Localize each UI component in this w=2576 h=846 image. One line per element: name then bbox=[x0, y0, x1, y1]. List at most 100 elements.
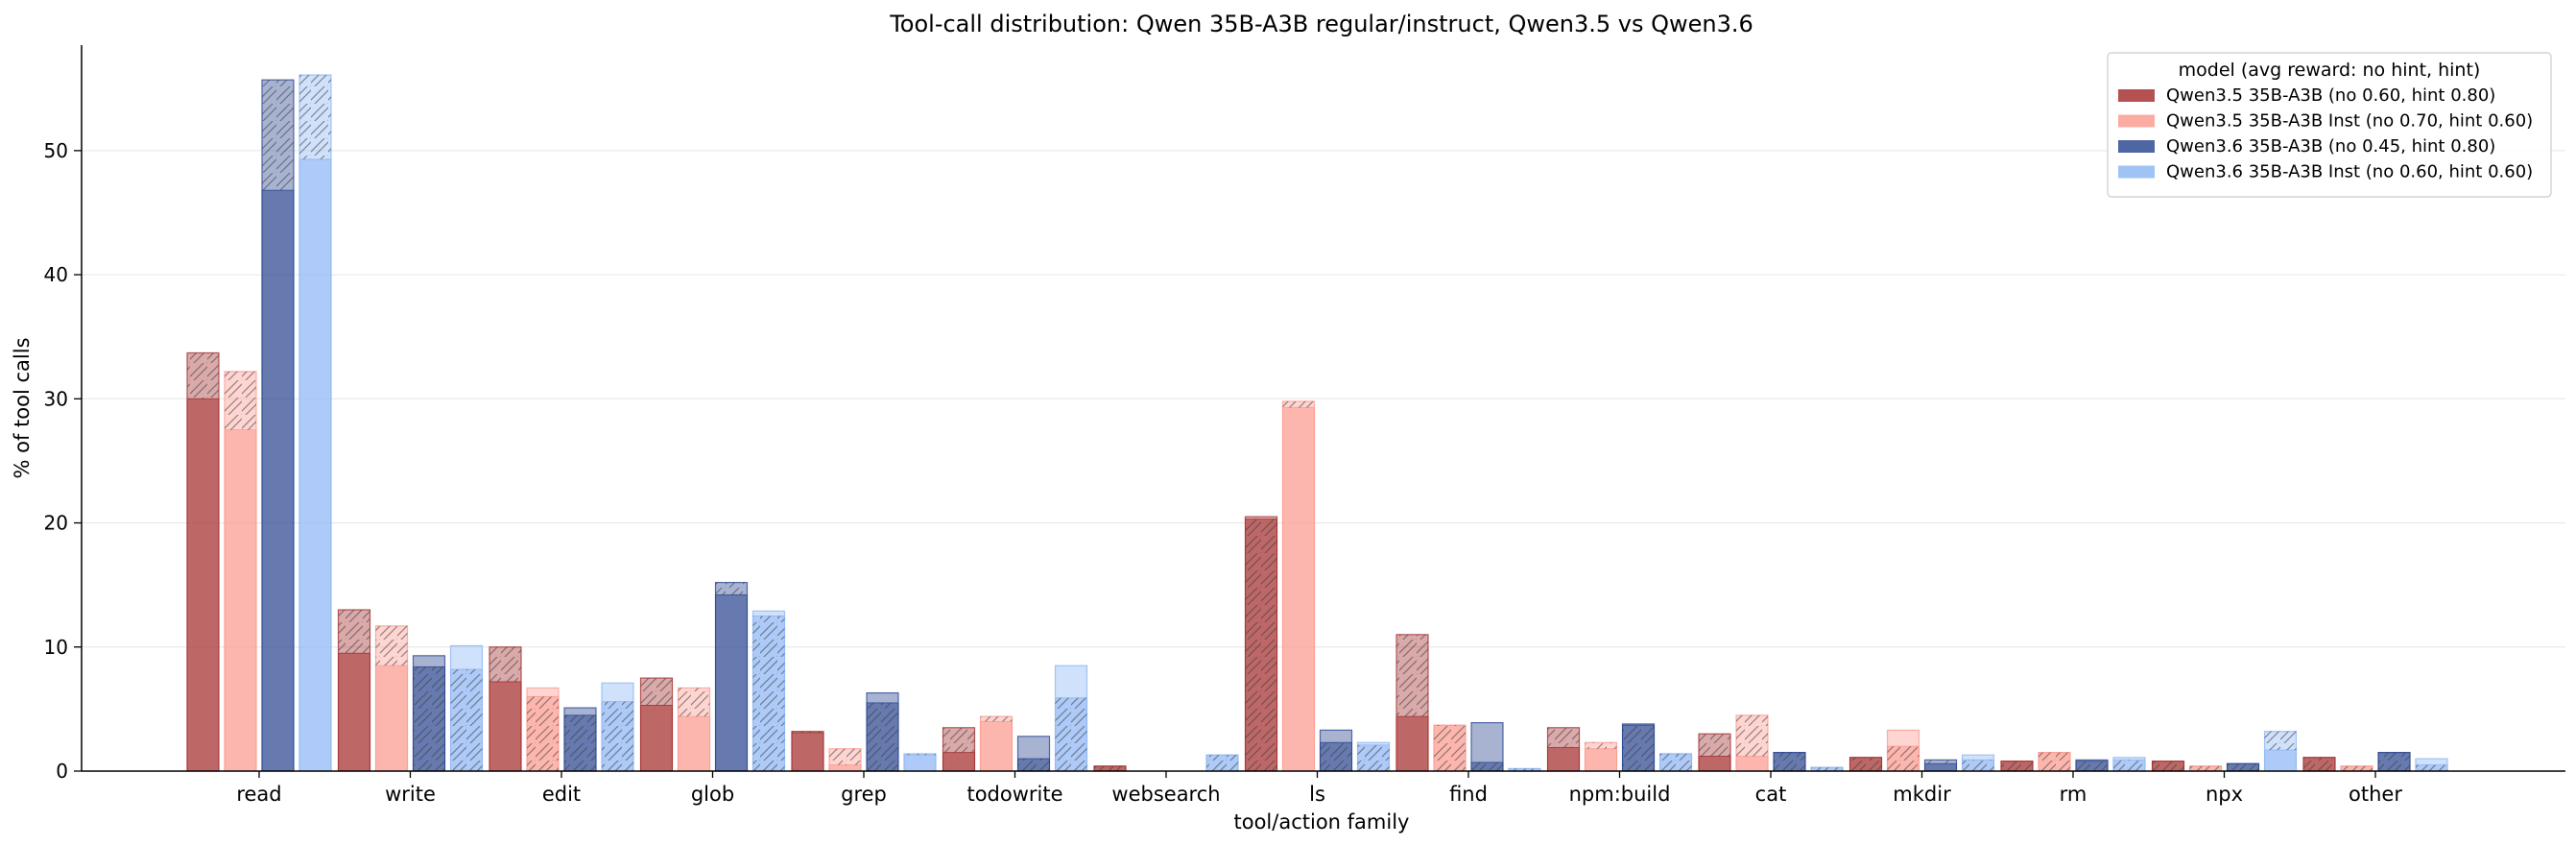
bar-rm-series-1-hatch bbox=[2039, 752, 2070, 771]
bar-grep-series-3-inner bbox=[903, 754, 937, 772]
bar-read-series-3-hatch bbox=[299, 75, 331, 159]
x-tick-label: npx bbox=[2206, 783, 2243, 806]
y-tick-labels: 0 10 20 30 40 50 bbox=[44, 139, 82, 783]
bar-edit-series-0-hatch bbox=[489, 646, 521, 682]
x-tick-label: cat bbox=[1755, 783, 1787, 806]
bar-npm:build-series-0-inner bbox=[1547, 746, 1580, 772]
bar-glob-series-3-hatch bbox=[752, 616, 785, 771]
bar-ls-series-1-inner bbox=[1282, 406, 1315, 772]
bar-websearch-series-3-hatch bbox=[1206, 755, 1238, 771]
bar-cat-series-2-hatch bbox=[1774, 752, 1805, 771]
bar-edit-series-1-hatch bbox=[527, 696, 559, 771]
bar-read-series-1-inner bbox=[224, 429, 257, 772]
bar-ls-series-2-hatch bbox=[1320, 742, 1352, 771]
legend-title: model (avg reward: no hint, hint) bbox=[2179, 60, 2481, 81]
bar-other-series-0-hatch bbox=[2303, 757, 2335, 771]
legend-label: Qwen3.6 35B-A3B Inst (no 0.60, hint 0.60… bbox=[2166, 162, 2533, 182]
bar-npm:build-series-1-hatch bbox=[1585, 742, 1617, 749]
bar-rm-series-3-hatch bbox=[2113, 760, 2145, 771]
bar-npx-series-3-inner bbox=[2264, 749, 2297, 772]
x-tick-label: write bbox=[385, 783, 436, 806]
bar-write-series-0-hatch bbox=[338, 610, 370, 654]
x-tick-label: read bbox=[236, 783, 281, 806]
bar-grep-series-1-hatch bbox=[829, 748, 861, 765]
bar-npm:build-series-3-hatch bbox=[1659, 753, 1692, 771]
bar-cat-series-1-inner bbox=[1735, 755, 1769, 772]
bars-layer bbox=[186, 74, 2448, 772]
bar-read-series-2-hatch bbox=[262, 80, 294, 191]
bar-rm-series-0-hatch bbox=[2001, 761, 2033, 771]
bar-find-series-2-hatch bbox=[1471, 761, 1503, 771]
x-tick-label: rm bbox=[2060, 783, 2087, 806]
bar-grep-series-3-hatch bbox=[904, 753, 936, 756]
bar-edit-series-2-hatch bbox=[564, 714, 596, 771]
chart-title: Tool-call distribution: Qwen 35B-A3B reg… bbox=[889, 11, 1753, 37]
bar-grep-series-0-inner bbox=[791, 732, 824, 772]
bar-cat-series-1-hatch bbox=[1736, 714, 1768, 757]
bar-find-series-3-hatch bbox=[1509, 768, 1540, 771]
bar-ls-series-1-hatch bbox=[1282, 400, 1315, 408]
bar-glob-series-2-inner bbox=[715, 593, 748, 772]
bar-find-series-0-hatch bbox=[1396, 634, 1428, 717]
legend: model (avg reward: no hint, hint) Qwen3.… bbox=[2107, 52, 2552, 198]
bar-read-series-2-inner bbox=[261, 189, 295, 772]
bar-npx-series-0-hatch bbox=[2152, 761, 2184, 771]
y-tick-label: 10 bbox=[44, 636, 68, 659]
y-tick-label: 40 bbox=[44, 263, 68, 286]
bar-find-series-0-inner bbox=[1395, 715, 1429, 772]
y-tick-label: 20 bbox=[44, 512, 68, 535]
x-tick-label: ls bbox=[1309, 783, 1325, 806]
x-tick-label: npm:build bbox=[1569, 783, 1671, 806]
bar-websearch-series-0-hatch bbox=[1094, 765, 1126, 771]
bar-grep-series-1-inner bbox=[828, 764, 862, 772]
bar-edit-series-0-inner bbox=[489, 681, 522, 772]
y-tick-label: 0 bbox=[56, 760, 68, 783]
bar-read-series-0-inner bbox=[186, 398, 220, 772]
bar-cat-series-0-hatch bbox=[1699, 734, 1730, 757]
x-axis-label: tool/action family bbox=[1234, 810, 1410, 834]
x-tick-label: websearch bbox=[1111, 783, 1220, 806]
bar-todowrite-series-3-hatch bbox=[1055, 697, 1087, 771]
bar-glob-series-0-inner bbox=[640, 705, 673, 772]
bar-glob-series-0-hatch bbox=[640, 678, 673, 706]
x-tick-label: todowrite bbox=[966, 783, 1062, 806]
bar-mkdir-series-0-hatch bbox=[1849, 757, 1882, 771]
bar-npx-series-2-hatch bbox=[2227, 763, 2259, 771]
y-tick-label: 30 bbox=[44, 387, 68, 410]
bar-ls-series-3-hatch bbox=[1357, 744, 1390, 771]
bar-other-series-2-hatch bbox=[2378, 752, 2410, 771]
x-tick-label: mkdir bbox=[1893, 783, 1951, 806]
bar-read-series-1-hatch bbox=[225, 371, 256, 430]
bar-todowrite-series-0-inner bbox=[942, 752, 975, 772]
y-tick-label: 50 bbox=[44, 139, 68, 162]
bar-write-series-0-inner bbox=[338, 652, 370, 772]
x-tick-label: grep bbox=[841, 783, 887, 806]
bar-ls-series-0-hatch bbox=[1245, 519, 1277, 771]
x-tick-label: edit bbox=[542, 783, 581, 806]
bar-find-series-1-hatch bbox=[1434, 725, 1466, 771]
legend-swatch bbox=[2118, 114, 2155, 128]
bar-write-series-1-inner bbox=[375, 665, 408, 772]
legend-swatch bbox=[2118, 140, 2155, 153]
bar-glob-series-2-hatch bbox=[715, 582, 748, 595]
legend-swatch bbox=[2118, 89, 2155, 102]
bar-read-series-0-hatch bbox=[187, 352, 219, 399]
bar-mkdir-series-2-hatch bbox=[1924, 760, 1957, 764]
bar-todowrite-series-1-hatch bbox=[980, 716, 1013, 722]
legend-label: Qwen3.5 35B-A3B Inst (no 0.70, hint 0.60… bbox=[2166, 111, 2533, 132]
bar-rm-series-2-hatch bbox=[2076, 761, 2108, 771]
bar-write-series-2-hatch bbox=[413, 666, 445, 771]
bar-mkdir-series-1-hatch bbox=[1887, 746, 1920, 771]
y-gridlines bbox=[82, 150, 2565, 648]
legend-swatch bbox=[2118, 165, 2155, 179]
bar-grep-series-0-hatch bbox=[792, 731, 823, 733]
legend-label: Qwen3.6 35B-A3B (no 0.45, hint 0.80) bbox=[2166, 136, 2495, 157]
bar-npx-series-3-hatch bbox=[2264, 731, 2297, 751]
bar-npm:build-series-2-hatch bbox=[1622, 725, 1655, 771]
bar-cat-series-3-hatch bbox=[1811, 767, 1843, 771]
bar-other-series-1-hatch bbox=[2341, 765, 2373, 771]
bar-glob-series-1-hatch bbox=[678, 688, 710, 717]
x-tick-label: find bbox=[1449, 783, 1488, 806]
bar-npm:build-series-1-inner bbox=[1585, 748, 1617, 772]
